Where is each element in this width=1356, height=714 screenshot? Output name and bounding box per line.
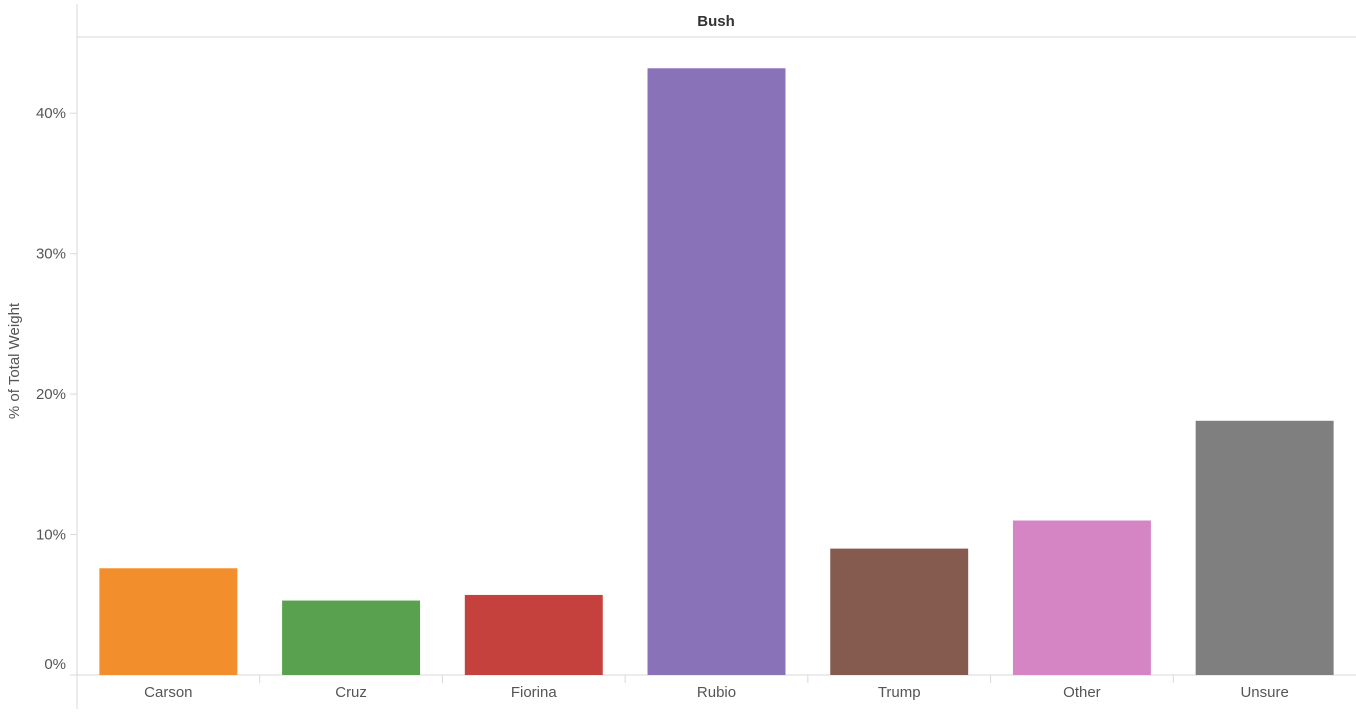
chart-title: Bush [697,13,735,30]
x-tick-label: Unsure [1240,684,1288,701]
y-tick-label: 30% [36,246,66,263]
bar-other [1012,520,1151,675]
x-tick-label: Rubio [697,684,736,701]
bar-trump [830,548,969,675]
y-tick-label: 20% [36,386,66,403]
x-tick-label: Fiorina [511,684,558,701]
bar-carson [99,568,238,675]
y-tick-label: 0% [44,656,66,673]
x-tick-label: Cruz [335,684,367,701]
bar-rubio [647,68,786,675]
bars [99,68,1334,675]
x-tick-label: Other [1063,684,1101,701]
y-axis-ticks: 0% 10% 20% 30% 40% [36,105,77,676]
y-tick-label: 40% [36,105,66,122]
x-axis-labels: Carson Cruz Fiorina Rubio Trump Other Unsure [144,675,1289,701]
bar-cruz [282,600,421,675]
bar-fiorina [464,594,603,675]
bar-unsure [1195,420,1334,675]
x-tick-label: Trump [878,684,921,701]
y-tick-label: 10% [36,527,66,544]
y-axis-label: % of Total Weight [6,302,23,419]
x-tick-label: Carson [144,684,192,701]
